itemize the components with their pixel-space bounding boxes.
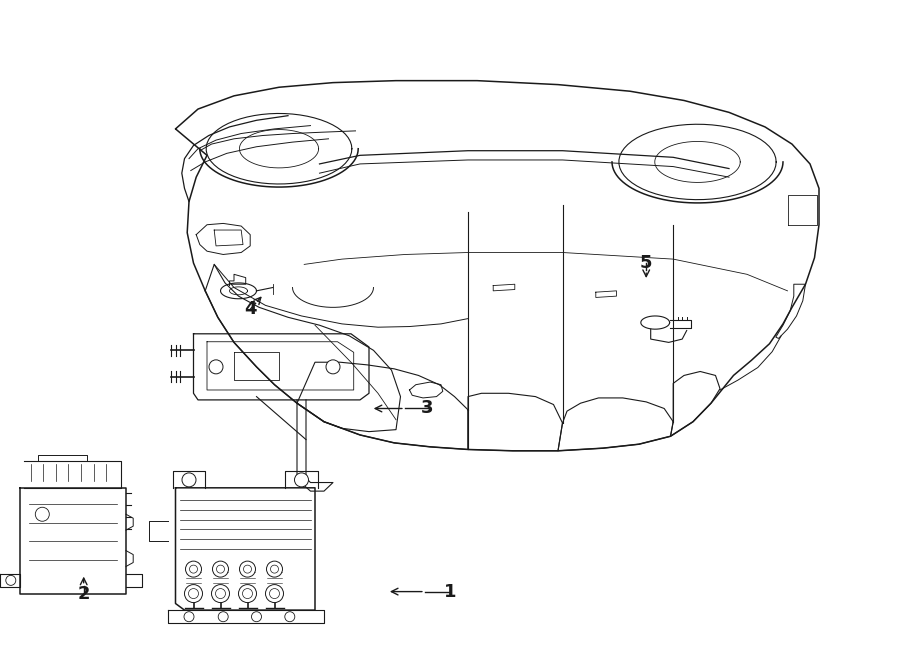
Text: 4: 4 <box>244 300 256 319</box>
Circle shape <box>185 561 202 577</box>
Circle shape <box>239 561 256 577</box>
Circle shape <box>294 473 309 487</box>
Circle shape <box>251 611 262 622</box>
Circle shape <box>184 611 194 622</box>
Circle shape <box>212 561 229 577</box>
Text: 5: 5 <box>640 254 652 272</box>
Circle shape <box>184 584 202 603</box>
Circle shape <box>266 561 283 577</box>
Circle shape <box>238 584 256 603</box>
Circle shape <box>218 611 229 622</box>
Circle shape <box>217 565 224 573</box>
Circle shape <box>284 611 295 622</box>
Circle shape <box>209 360 223 374</box>
Text: 2: 2 <box>77 584 90 603</box>
Text: 1: 1 <box>444 582 456 601</box>
Circle shape <box>215 588 226 599</box>
Circle shape <box>269 588 280 599</box>
Circle shape <box>35 507 50 522</box>
Circle shape <box>242 588 253 599</box>
Circle shape <box>190 565 197 573</box>
Circle shape <box>266 584 284 603</box>
Circle shape <box>212 584 230 603</box>
Circle shape <box>188 588 199 599</box>
Circle shape <box>326 360 340 374</box>
Circle shape <box>182 473 196 487</box>
Circle shape <box>5 575 16 586</box>
Circle shape <box>271 565 278 573</box>
Circle shape <box>244 565 251 573</box>
Text: 3: 3 <box>421 399 434 418</box>
